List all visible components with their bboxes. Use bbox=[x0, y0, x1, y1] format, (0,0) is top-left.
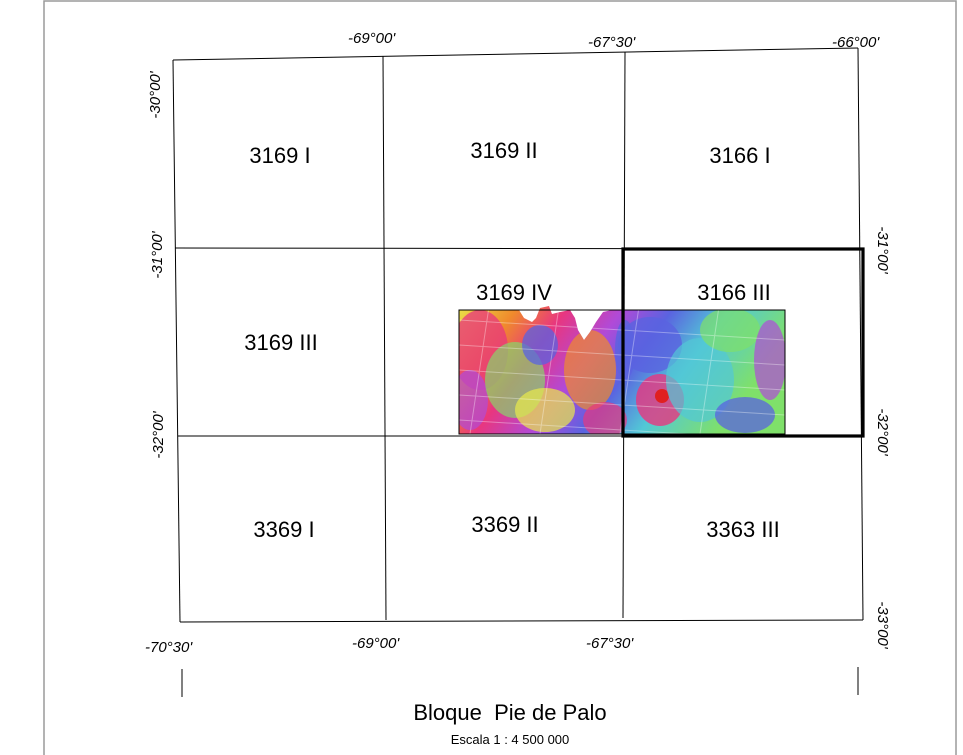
longitude-label-bottom: -70°30' bbox=[145, 639, 193, 656]
grid-line-left bbox=[172, 59, 181, 623]
highlighted-sheet-outline bbox=[621, 247, 865, 438]
map-scale: Escala 1 : 4 500 000 bbox=[451, 732, 570, 747]
longitude-label-top: -66°00' bbox=[832, 34, 880, 51]
latitude-label-left: -32°00' bbox=[150, 410, 167, 458]
map-title: Bloque Pie de Palo bbox=[413, 700, 606, 725]
figure-frame bbox=[43, 0, 957, 755]
latitude-label-left: -31°00' bbox=[149, 230, 166, 278]
latitude-label-left: -30°00' bbox=[147, 70, 164, 118]
sheet-label: 3369 I bbox=[253, 517, 314, 542]
latitude-label-right: -32°00' bbox=[874, 408, 891, 456]
longitude-label-top: -69°00' bbox=[348, 30, 396, 47]
latitude-label-right: -33°00' bbox=[874, 601, 891, 649]
sheet-label: 3166 I bbox=[709, 143, 770, 168]
grid-line-v1 bbox=[382, 55, 387, 621]
longitude-label-bottom: -67°30' bbox=[586, 635, 634, 652]
grid-line-right bbox=[857, 47, 864, 621]
multispectral-raster-image bbox=[459, 306, 785, 434]
sheet-label: 3166 III bbox=[697, 280, 770, 305]
sheet-label: 3169 II bbox=[470, 138, 537, 163]
latitude-label-right: -31°00' bbox=[874, 226, 891, 274]
sheet-label: 3169 I bbox=[249, 143, 310, 168]
sheet-label: 3169 IV bbox=[476, 280, 552, 305]
grid-line-top bbox=[172, 47, 859, 61]
sheet-label: 3169 III bbox=[244, 330, 317, 355]
longitude-label-top: -67°30' bbox=[588, 34, 636, 51]
sheet-label: 3363 III bbox=[706, 517, 779, 542]
sheet-label: 3369 II bbox=[471, 512, 538, 537]
longitude-label-bottom: -69°00' bbox=[352, 635, 400, 652]
grid-line-bottom bbox=[179, 619, 864, 623]
